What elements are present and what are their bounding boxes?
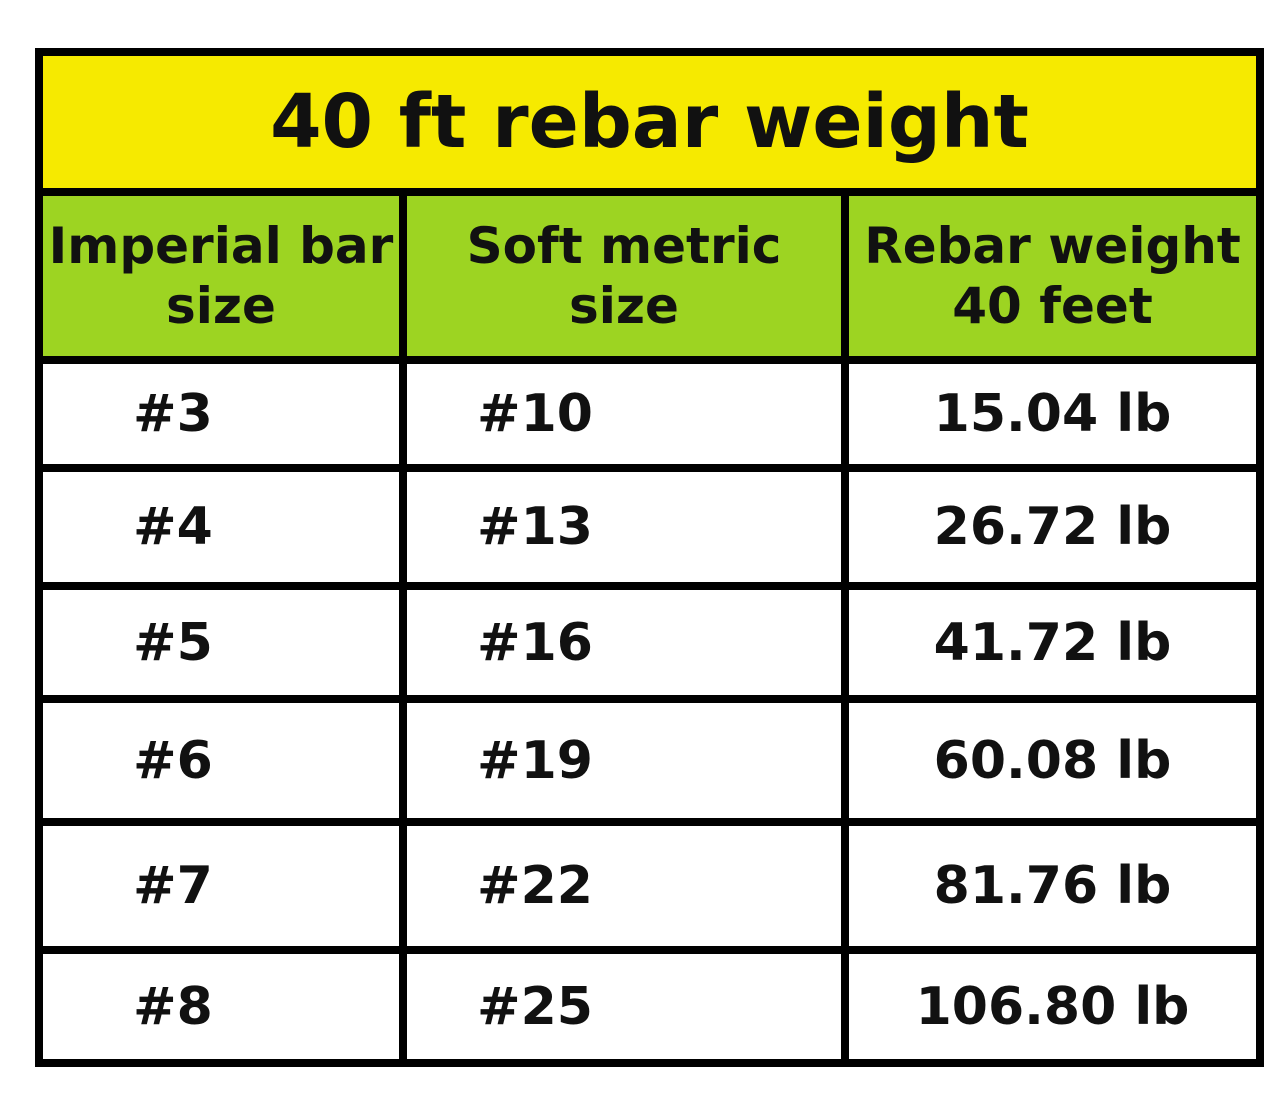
table-title: 40 ft rebar weight (35, 48, 1264, 196)
data-cell: #3 (35, 356, 407, 472)
header-cell: Soft metric size (399, 188, 849, 364)
data-row: #4 #13 26.72 lb (35, 464, 1264, 590)
data-cell: #16 (399, 582, 849, 703)
data-cell: #13 (399, 464, 849, 590)
data-row: #5 #16 41.72 lb (35, 582, 1264, 703)
data-cell: 26.72 lb (841, 464, 1264, 590)
header-row: Imperial bar size Soft metric size Rebar… (35, 188, 1264, 364)
data-row: #6 #19 60.08 lb (35, 695, 1264, 826)
data-cell: #5 (35, 582, 407, 703)
header-cell: Imperial bar size (35, 188, 407, 364)
title-row: 40 ft rebar weight (35, 48, 1264, 196)
data-cell: 106.80 lb (841, 946, 1264, 1067)
data-cell: #10 (399, 356, 849, 472)
data-row: #3 #10 15.04 lb (35, 356, 1264, 472)
header-cell: Rebar weight 40 feet (841, 188, 1264, 364)
data-row: #7 #22 81.76 lb (35, 818, 1264, 954)
data-cell: #4 (35, 464, 407, 590)
data-cell: #25 (399, 946, 849, 1067)
data-cell: #6 (35, 695, 407, 826)
data-row: #8 #25 106.80 lb (35, 946, 1264, 1067)
data-cell: 41.72 lb (841, 582, 1264, 703)
data-cell: #8 (35, 946, 407, 1067)
data-cell: #19 (399, 695, 849, 826)
data-cell: 15.04 lb (841, 356, 1264, 472)
data-cell: 81.76 lb (841, 818, 1264, 954)
data-cell: 60.08 lb (841, 695, 1264, 826)
rebar-table: 40 ft rebar weight Imperial bar size Sof… (35, 48, 1264, 1067)
data-cell: #7 (35, 818, 407, 954)
data-cell: #22 (399, 818, 849, 954)
